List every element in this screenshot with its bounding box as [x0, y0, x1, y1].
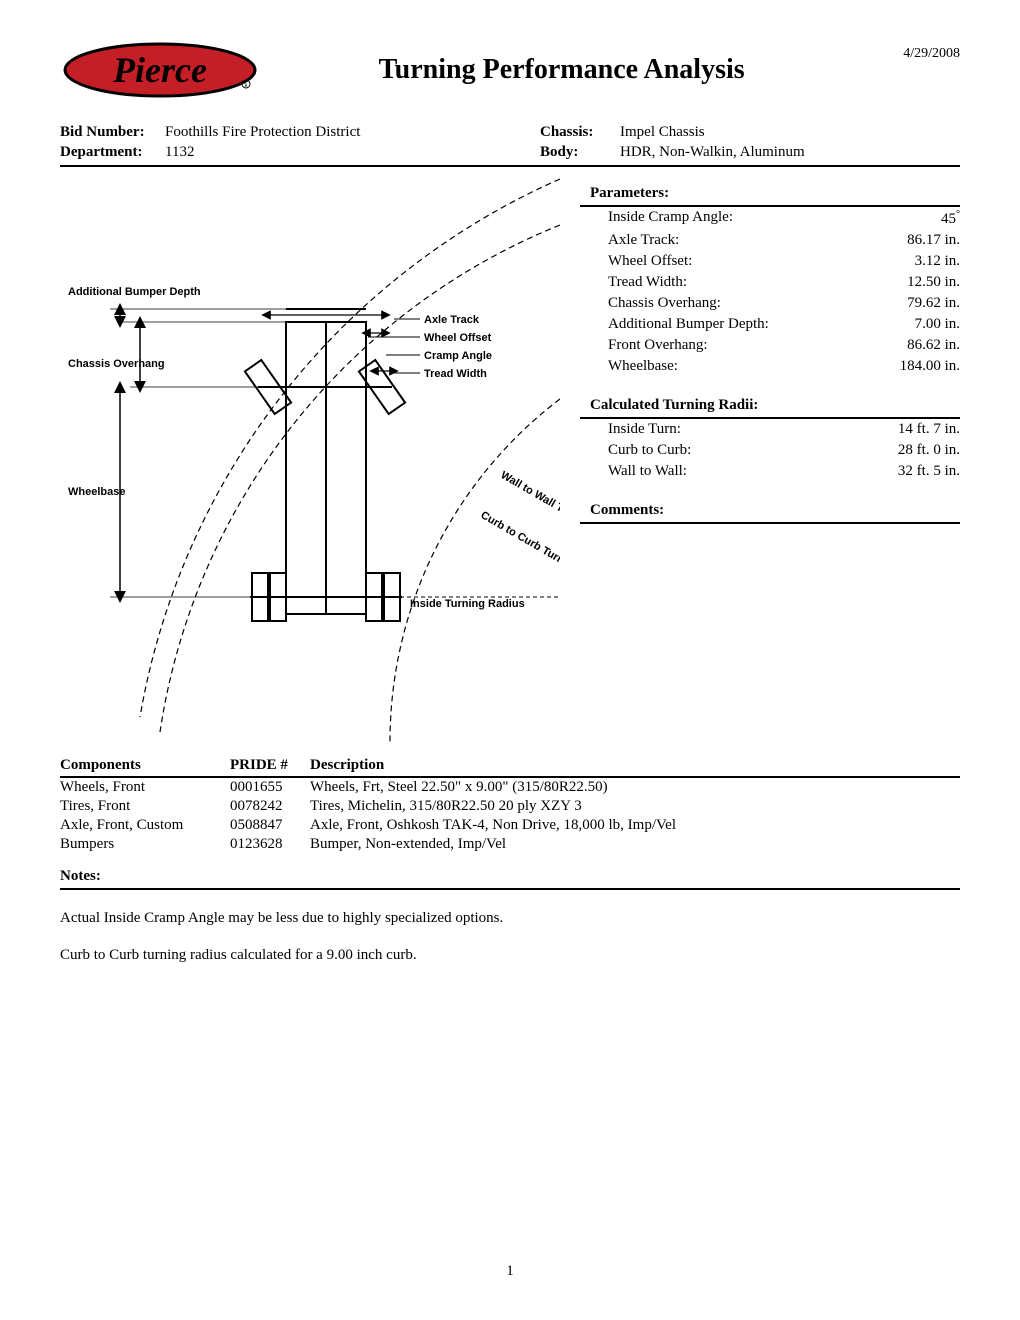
notes-title: Notes:	[60, 868, 960, 890]
radii-label: Wall to Wall:	[608, 463, 880, 480]
parameters-title: Parameters:	[580, 183, 960, 207]
param-value: 7.00 in.	[880, 316, 960, 333]
page-title: Turning Performance Analysis	[220, 54, 903, 86]
radii-label: Curb to Curb:	[608, 442, 880, 459]
pierce-logo: Pierce R	[60, 40, 260, 100]
comments-title: Comments:	[580, 500, 960, 524]
param-value: 184.00 in.	[880, 358, 960, 375]
dept-value: 1132	[165, 144, 194, 161]
param-value: 45°	[880, 209, 960, 228]
parameters-panel: Parameters: Inside Cramp Angle: 45° Axle…	[580, 177, 960, 747]
page-number: 1	[0, 1263, 1020, 1280]
dia-addl-bumper: Additional Bumper Depth	[68, 286, 201, 298]
param-value: 86.17 in.	[880, 232, 960, 249]
param-label: Wheel Offset:	[608, 253, 880, 270]
turning-diagram: Additional Bumper Depth Chassis Overhang…	[60, 177, 560, 747]
dia-tread-width: Tread Width	[424, 368, 487, 380]
dia-chassis-overhang: Chassis Overhang	[68, 358, 165, 370]
svg-text:Pierce: Pierce	[112, 50, 207, 90]
radii-value: 14 ft. 7 in.	[880, 421, 960, 438]
bid-value: Foothills Fire Protection District	[165, 124, 360, 141]
radii-label: Inside Turn:	[608, 421, 880, 438]
table-row: Axle, Front, Custom 0508847 Axle, Front,…	[60, 816, 960, 835]
param-label: Additional Bumper Depth:	[608, 316, 880, 333]
svg-text:R: R	[244, 84, 248, 89]
dia-wheel-offset: Wheel Offset	[424, 332, 492, 344]
info-block: Bid Number: Foothills Fire Protection Di…	[60, 124, 960, 167]
param-label: Tread Width:	[608, 274, 880, 291]
note-line: Actual Inside Cramp Angle may be less du…	[60, 910, 960, 927]
dia-curb-to-curb: Curb to Curb Turning Radius	[479, 509, 561, 595]
param-label: Front Overhang:	[608, 337, 880, 354]
param-value: 86.62 in.	[880, 337, 960, 354]
comp-header-3: Description	[310, 757, 960, 774]
param-value: 79.62 in.	[880, 295, 960, 312]
table-row: Bumpers 0123628 Bumper, Non-extended, Im…	[60, 835, 960, 854]
body-label: Body:	[540, 144, 620, 161]
dept-label: Department:	[60, 144, 165, 161]
param-value: 3.12 in.	[880, 253, 960, 270]
note-line: Curb to Curb turning radius calculated f…	[60, 947, 960, 964]
report-date: 4/29/2008	[903, 46, 960, 62]
chassis-value: Impel Chassis	[620, 124, 705, 141]
dia-inside-turning: Inside Turning Radius	[410, 598, 525, 610]
radii-value: 28 ft. 0 in.	[880, 442, 960, 459]
param-label: Axle Track:	[608, 232, 880, 249]
comp-header-1: Components	[60, 757, 230, 774]
radii-value: 32 ft. 5 in.	[880, 463, 960, 480]
table-row: Tires, Front 0078242 Tires, Michelin, 31…	[60, 797, 960, 816]
header: Pierce R Turning Performance Analysis 4/…	[60, 40, 960, 100]
body-value: HDR, Non-Walkin, Aluminum	[620, 144, 805, 161]
dia-cramp-angle: Cramp Angle	[424, 350, 492, 362]
param-label: Wheelbase:	[608, 358, 880, 375]
bid-label: Bid Number:	[60, 124, 165, 141]
param-label: Inside Cramp Angle:	[608, 209, 880, 228]
dia-axle-track: Axle Track	[424, 314, 480, 326]
components-table: Components PRIDE # Description Wheels, F…	[60, 757, 960, 854]
radii-title: Calculated Turning Radii:	[580, 395, 960, 419]
comp-header-2: PRIDE #	[230, 757, 310, 774]
param-value: 12.50 in.	[880, 274, 960, 291]
param-label: Chassis Overhang:	[608, 295, 880, 312]
dia-wheelbase: Wheelbase	[68, 486, 125, 498]
chassis-label: Chassis:	[540, 124, 620, 141]
table-row: Wheels, Front 0001655 Wheels, Frt, Steel…	[60, 778, 960, 797]
